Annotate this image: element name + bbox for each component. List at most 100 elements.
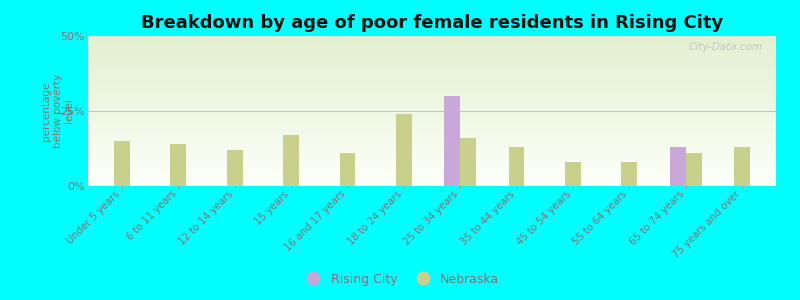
Bar [88,136,776,137]
Bar [88,142,776,143]
Bar [170,144,186,186]
Bar [88,165,776,166]
Bar [88,48,776,49]
Bar [88,176,776,177]
Bar [88,181,776,182]
Bar [396,114,412,186]
Bar [88,68,776,69]
Bar [88,107,776,108]
Bar [88,134,776,135]
Bar [88,62,776,63]
Bar [88,60,776,61]
Bar [88,179,776,180]
Bar [88,118,776,119]
Bar [88,112,776,113]
Bar [88,150,776,151]
Bar [88,166,776,167]
Bar [88,82,776,83]
Bar [88,125,776,126]
Bar [88,39,776,40]
Bar [88,93,776,94]
Bar [88,123,776,124]
Bar [88,85,776,86]
Bar [88,170,776,171]
Bar [88,56,776,57]
Bar [88,78,776,79]
Bar [88,59,776,60]
Bar [88,105,776,106]
Bar [88,57,776,58]
Bar [88,38,776,39]
Bar [88,120,776,121]
Bar [88,113,776,114]
Bar [88,137,776,138]
Bar [88,41,776,42]
Bar [88,164,776,165]
Bar [88,128,776,129]
Bar [88,94,776,95]
Bar [88,98,776,99]
Bar [88,172,776,173]
Bar [88,51,776,52]
Bar [88,70,776,71]
Bar [88,89,776,90]
Bar [88,122,776,123]
Bar [88,63,776,64]
Bar [88,73,776,74]
Bar [88,37,776,38]
Bar [88,144,776,145]
Bar [88,157,776,158]
Bar [88,106,776,107]
Bar [88,177,776,178]
Bar [88,168,776,169]
Bar [88,108,776,109]
Bar [88,159,776,160]
Bar [734,147,750,186]
Bar [283,135,299,186]
Bar [88,83,776,84]
Bar [88,65,776,66]
Bar [88,153,776,154]
Bar [88,76,776,77]
Y-axis label: percentage
below poverty
level: percentage below poverty level [41,74,74,148]
Bar [88,163,776,164]
Bar [88,58,776,59]
Bar [88,180,776,181]
Bar [88,135,776,136]
Bar [88,91,776,92]
Bar [88,74,776,75]
Bar [88,69,776,70]
Bar [88,81,776,82]
Bar [88,84,776,85]
Bar [88,86,776,87]
Bar [88,124,776,125]
Bar [88,138,776,139]
Bar [88,87,776,88]
Bar [88,79,776,80]
Bar [88,185,776,186]
Bar [88,146,776,147]
Bar [460,138,476,186]
Bar [88,61,776,62]
Bar [622,162,638,186]
Bar [88,46,776,47]
Bar [88,55,776,56]
Bar [88,121,776,122]
Bar [88,154,776,155]
Bar [88,174,776,175]
Bar [88,173,776,174]
Bar [88,155,776,156]
Bar [88,114,776,115]
Bar [88,100,776,101]
Bar [88,161,776,162]
Bar [88,52,776,53]
Bar [686,153,702,186]
Bar [88,77,776,78]
Bar [88,130,776,131]
Bar [88,109,776,110]
Bar [88,127,776,128]
Bar [88,143,776,144]
Bar [88,103,776,104]
Bar [88,82,776,83]
Bar [88,147,776,148]
